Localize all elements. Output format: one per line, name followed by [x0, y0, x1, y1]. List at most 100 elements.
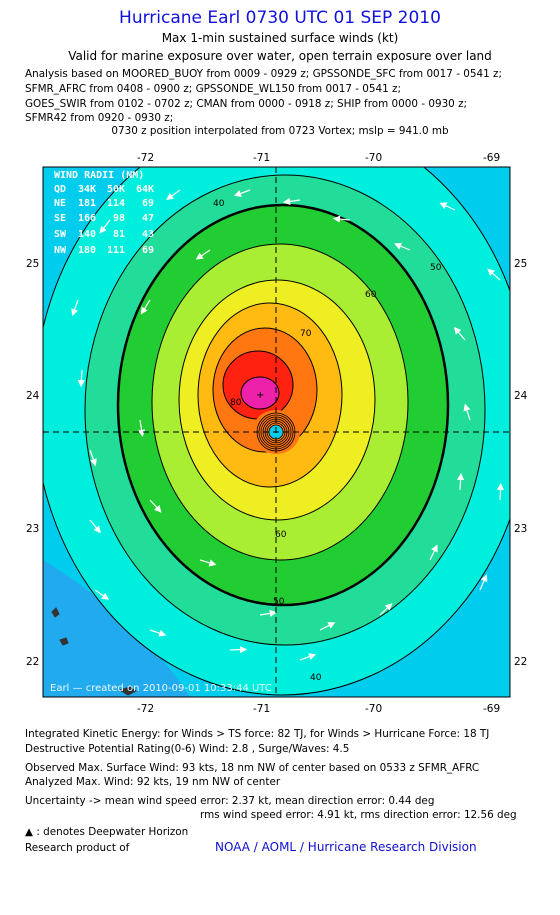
wind-arrow	[453, 326, 466, 341]
radii-header-34k: 34K	[78, 184, 96, 195]
contour-label: 60	[275, 530, 287, 540]
wind-arrow	[429, 544, 438, 561]
wind-arrow	[394, 242, 411, 251]
deepwater-legend: ▲ : denotes Deepwater Horizon	[25, 826, 188, 838]
contour-label: 40	[310, 673, 322, 683]
lon-tick-top-72: -72	[137, 152, 155, 164]
radii-header-50k: 50K	[107, 184, 125, 195]
wind-arrow	[166, 189, 181, 201]
analysis-line-3: GOES_SWIR from 0102 - 0702 z; CMAN from …	[25, 98, 468, 110]
contour-label: 60	[365, 290, 377, 300]
lat-tick-left-25: 25	[26, 258, 40, 270]
wind-arrow	[487, 268, 501, 281]
wind-arrow	[71, 299, 79, 317]
wind-arrow	[77, 369, 85, 388]
wind-arrow	[496, 482, 505, 501]
position-note: 0730 z position interpolated from 0723 V…	[111, 125, 449, 137]
radii-se-quadrant: SE	[54, 213, 66, 224]
wind-arrow	[233, 189, 251, 197]
uncertainty-line-2: rms wind speed error: 4.91 kt, rms direc…	[200, 809, 517, 821]
creation-stamp: Earl — created on 2010-09-01 10:33:44 UT…	[50, 683, 272, 694]
wind-arrow	[149, 499, 162, 513]
wind-arrow	[299, 653, 317, 661]
wind-arrow	[259, 609, 277, 617]
contour-band	[240, 376, 280, 410]
wind-arrow	[457, 472, 465, 491]
radii-sw-34k: 140	[78, 229, 96, 240]
deepwater-triangle-icon: ▲	[25, 826, 33, 838]
radii-sw-64k: 43	[142, 229, 154, 240]
radii-nw-64k: 69	[142, 245, 154, 256]
contour-label: 40	[213, 199, 225, 209]
wind-arrow	[439, 202, 456, 211]
wind-arrow	[99, 219, 111, 234]
radii-se-34k: 166	[78, 213, 96, 224]
research-label: Research product of	[25, 842, 130, 854]
wind-arrow	[94, 589, 110, 600]
lon-tick-bottom-70: -70	[365, 703, 383, 715]
lat-tick-left-24: 24	[26, 390, 40, 402]
island-outline	[118, 686, 137, 696]
analysis-line-2: SFMR_AFRC from 0408 - 0900 z; GPSSONDE_W…	[25, 83, 401, 95]
validity-note: Valid for marine exposure over water, op…	[68, 49, 492, 63]
contour-label: 80	[230, 398, 242, 408]
lon-tick-top-71: -71	[253, 152, 271, 164]
lon-tick-bottom-69: -69	[483, 703, 501, 715]
islands	[51, 607, 137, 696]
wind-arrow	[282, 197, 301, 205]
wind-arrow	[332, 215, 351, 223]
radii-ne-quadrant: NE	[54, 198, 66, 209]
wind-field: +	[43, 167, 510, 697]
lat-tick-right-23: 23	[514, 523, 528, 535]
lat-tick-left-22: 22	[26, 656, 40, 668]
island-outline	[51, 607, 60, 618]
research-org-link[interactable]: NOAA / AOML / Hurricane Research Divisio…	[215, 840, 477, 854]
max-wind-marker: +	[256, 390, 264, 401]
wind-arrow	[479, 574, 488, 591]
contour-label: 50	[273, 597, 285, 607]
analysis-line-4: SFMR42 from 0920 - 0930 z;	[25, 112, 174, 124]
wind-arrow	[89, 519, 101, 534]
wind-arrow	[319, 622, 336, 631]
wind-arrow	[149, 629, 167, 637]
wind-arrow	[199, 559, 217, 567]
wind-arrow	[195, 249, 211, 260]
wind-arrow	[379, 603, 393, 616]
lat-tick-right-25: 25	[514, 258, 528, 270]
lat-tick-right-24: 24	[514, 390, 528, 402]
wind-vectors	[71, 189, 505, 661]
radii-sw-quadrant: SW	[54, 229, 67, 240]
lat-tick-left-23: 23	[26, 523, 40, 535]
ike-stat: Integrated Kinetic Energy: for Winds > T…	[25, 728, 490, 740]
radii-ne-64k: 69	[142, 198, 154, 209]
wind-arrow	[229, 646, 248, 654]
contour-label: 70	[300, 329, 312, 339]
plot-frame	[42, 166, 511, 698]
wind-radii-table: QD 34K 50K 64K NE 181 114 69 SE 166 98 4…	[54, 184, 154, 256]
wind-arrow	[140, 299, 151, 315]
deepwater-label: : denotes Deepwater Horizon	[36, 826, 189, 838]
lon-tick-top-69: -69	[483, 152, 501, 164]
radii-header-64k: 64K	[136, 184, 154, 195]
uncertainty-line-1: Uncertainty -> mean wind speed error: 2.…	[25, 795, 435, 807]
wind-radii-title: WIND RADII (NM)	[54, 170, 144, 181]
dpr-stat: Destructive Potential Rating(0-6) Wind: …	[25, 743, 350, 755]
radii-sw-50k: 81	[113, 229, 125, 240]
island-outline	[59, 637, 69, 646]
radii-header-qd: QD	[54, 184, 66, 195]
chart-subtitle: Max 1-min sustained surface winds (kt)	[161, 31, 399, 45]
radii-nw-34k: 180	[78, 245, 96, 256]
radii-ne-50k: 114	[107, 198, 125, 209]
observed-max-wind: Observed Max. Surface Wind: 93 kts, 18 n…	[25, 762, 480, 774]
radii-se-50k: 98	[113, 213, 125, 224]
chart-title: Hurricane Earl 0730 UTC 01 SEP 2010	[119, 8, 441, 28]
lon-tick-bottom-72: -72	[137, 703, 155, 715]
radii-se-64k: 47	[142, 213, 154, 224]
radii-nw-quadrant: NW	[54, 245, 67, 256]
wind-arrow	[463, 403, 471, 421]
radii-ne-34k: 181	[78, 198, 96, 209]
lon-tick-top-70: -70	[365, 152, 383, 164]
analysis-line-1: Analysis based on MOORED_BUOY from 0009 …	[25, 68, 502, 80]
contour-band-30	[43, 560, 190, 697]
